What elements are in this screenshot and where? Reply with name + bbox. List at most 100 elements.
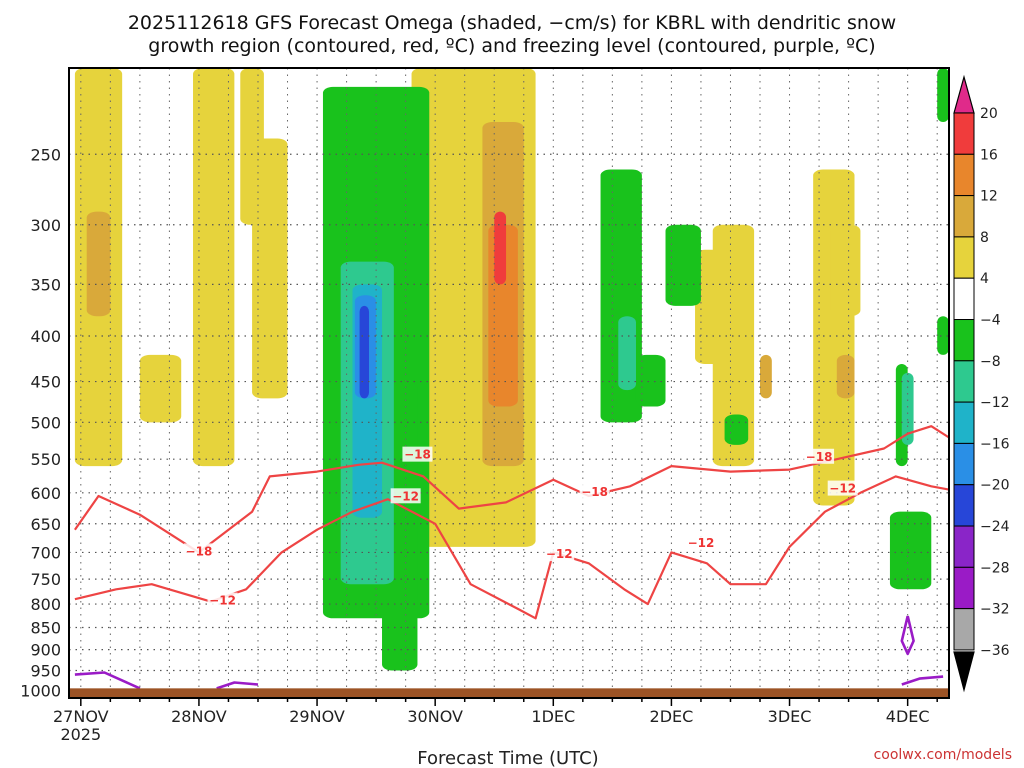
dgz-label-bg — [183, 543, 214, 559]
dgz-contour-label: −12 — [688, 536, 715, 550]
chart-title-line2: growth region (contoured, red, ºC) and f… — [148, 35, 875, 57]
omega-region — [901, 372, 914, 445]
omega-region — [830, 224, 861, 317]
freezing-level-contour — [901, 675, 944, 686]
omega-region — [193, 68, 235, 467]
x-tick-label: 4DEC — [886, 707, 930, 726]
colorbar-swatch — [953, 277, 975, 321]
colorbar-swatch — [953, 525, 975, 568]
omega-region — [240, 68, 264, 225]
colorbar-swatch — [953, 319, 975, 362]
colorbar-label: −32 — [980, 602, 1010, 618]
y-tick-label: 250 — [30, 145, 61, 164]
dgz-label-bg — [827, 480, 858, 496]
dgz-label-bg — [390, 488, 421, 504]
dgz-contour-line — [73, 425, 949, 554]
dgz-label-bg — [804, 448, 835, 464]
y-tick-label: 900 — [30, 641, 61, 660]
y-tick-label: 1000 — [20, 681, 61, 700]
colorbar-bottom-arrow — [953, 651, 975, 693]
x-tick-label: 28NOV — [171, 707, 227, 726]
y-tick-label: 500 — [30, 413, 61, 432]
colorbar-swatch — [953, 484, 975, 527]
omega-region — [635, 354, 666, 407]
dgz-label-bg — [207, 592, 238, 608]
colorbar-swatch — [953, 236, 975, 279]
y-tick-label: 650 — [30, 515, 61, 534]
omega-region — [359, 305, 370, 399]
y-tick-label: 550 — [30, 450, 61, 469]
omega-region — [494, 211, 507, 285]
x-tick-label: 2DEC — [650, 707, 694, 726]
y-tick-label: 600 — [30, 484, 61, 503]
plot-frame — [68, 67, 950, 699]
colorbar-label: 4 — [980, 271, 989, 287]
dgz-label-bg — [685, 535, 716, 551]
y-tick-label: 750 — [30, 570, 61, 589]
dgz-contour-label: −18 — [186, 544, 213, 558]
omega-region — [836, 354, 855, 399]
y-tick-label: 350 — [30, 275, 61, 294]
omega-region — [618, 316, 636, 391]
colorbar-swatch — [953, 153, 975, 197]
x-tick-label: 30NOV — [407, 707, 463, 726]
y-tick-label: 700 — [30, 543, 61, 562]
x-axis-label: Forecast Time (UTC) — [417, 748, 598, 768]
colorbar-label: −4 — [980, 313, 1001, 329]
omega-region — [712, 224, 755, 467]
x-tick-label: 1DEC — [531, 707, 575, 726]
y-tick-label: 950 — [30, 662, 61, 681]
dgz-contour-label: −18 — [581, 485, 608, 499]
dgz-label-bg — [402, 446, 433, 462]
freezing-level-contour — [900, 615, 915, 656]
credit-text: coolwx.com/models — [874, 747, 1012, 763]
omega-region — [937, 68, 949, 123]
dgz-contour-label: −12 — [829, 482, 856, 496]
colorbar-swatch — [953, 566, 975, 610]
colorbar-label: −20 — [980, 478, 1010, 494]
x-tick-label: 29NOV — [289, 707, 345, 726]
dgz-label-bg — [544, 546, 575, 562]
dgz-contour-label: −12 — [392, 489, 419, 503]
dgz-contour-label: −12 — [209, 594, 236, 608]
dgz-contour-label: −12 — [546, 547, 573, 561]
y-tick-label: 850 — [30, 618, 61, 637]
colorbar-label: 12 — [980, 189, 998, 205]
omega-region — [760, 354, 772, 399]
colorbar-swatch — [953, 401, 975, 444]
x-tick-label: 27NOV — [53, 707, 109, 726]
colorbar-label: −28 — [980, 560, 1010, 576]
omega-region — [139, 354, 182, 423]
colorbar-swatch — [953, 442, 975, 486]
chart-title-line1: 2025112618 GFS Forecast Omega (shaded, −… — [128, 12, 896, 34]
dgz-label-bg — [579, 483, 610, 499]
colorbar: 20 16 12 8 4 −4 −8 −12 −16 −20 −24 −28 −32 −36 — [953, 74, 1010, 693]
surface-ground — [69, 688, 949, 698]
colorbar-label: −36 — [980, 643, 1010, 659]
colorbar-top-arrow — [953, 74, 975, 114]
y-tick-label: 300 — [30, 216, 61, 235]
freezing-level-contour — [74, 671, 141, 690]
colorbar-label: 16 — [980, 147, 998, 163]
omega-region — [937, 316, 949, 355]
x-tick-year-label: 2025 — [60, 725, 101, 744]
omega-region — [889, 511, 932, 590]
colorbar-label: 8 — [980, 230, 989, 246]
omega-region — [665, 224, 701, 306]
y-tick-label: 400 — [30, 327, 61, 346]
y-tick-label: 450 — [30, 373, 61, 392]
colorbar-label: 20 — [980, 106, 998, 122]
colorbar-label: −24 — [980, 519, 1010, 535]
colorbar-swatch — [953, 608, 975, 651]
colorbar-label: −12 — [980, 395, 1010, 411]
dgz-contour-label: −18 — [806, 450, 833, 464]
colorbar-label: −16 — [980, 436, 1010, 452]
colorbar-swatch — [953, 112, 975, 155]
x-tick-label: 3DEC — [768, 707, 812, 726]
omega-region — [86, 211, 111, 317]
dgz-contour-label: −18 — [404, 448, 431, 462]
colorbar-label: −8 — [980, 354, 1001, 370]
colorbar-swatch — [953, 360, 975, 403]
omega-region — [724, 414, 749, 445]
